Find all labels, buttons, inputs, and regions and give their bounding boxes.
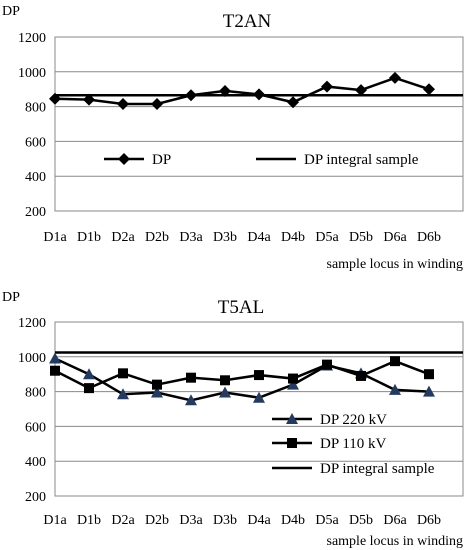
y-axis-label: DP [2,290,20,305]
y-tick-label: 600 [25,135,46,150]
chart-title: T5AL [218,297,264,318]
x-tick-label: D1a [43,513,67,528]
x-tick-label: D5b [349,230,373,245]
data-point [288,373,298,384]
data-point [287,378,299,390]
legend-item: DP integral sample [256,152,419,168]
legend-item: DP [104,152,171,168]
series-line [54,357,430,402]
x-tick-label: D1b [77,230,101,245]
x-tick-label: D2b [145,513,169,528]
x-tick-label: D5b [349,513,373,528]
data-point [152,379,162,390]
y-tick-label: 200 [25,205,46,220]
chart-2: T5AL DP sample locus in winding 200 400 600 80… [2,290,464,549]
data-point [389,71,401,84]
x-tick-label: D4a [247,513,271,528]
x-tick-label: D1b [77,513,101,528]
data-point [117,97,129,110]
data-point [219,84,231,97]
legend-marker [118,153,130,165]
x-tick-label: D3a [179,513,203,528]
x-axis-label: sample locus in winding [327,257,464,272]
y-tick-label: 1000 [18,351,46,366]
x-tick-label: D5a [315,230,339,245]
x-tick-label: D6a [383,230,407,245]
data-point [219,386,231,398]
series-line [54,76,430,106]
data-point [322,359,332,370]
data-point [253,391,265,403]
x-tick-label: D4a [247,230,271,245]
legend-item: DP integral sample [272,461,435,477]
x-tick-label: D3b [213,230,237,245]
y-tick-label: 800 [25,101,46,116]
x-tick-label: D5a [315,513,339,528]
data-point [151,386,163,398]
legend-label: DP 220 kV [320,412,387,428]
y-tick-label: 600 [25,420,46,435]
data-point [220,375,230,386]
data-point [117,388,129,400]
data-point [185,394,197,406]
data-point [118,368,128,379]
data-point [253,88,265,101]
data-point [83,93,95,106]
y-tick-label: 800 [25,386,46,401]
data-point [390,356,400,367]
legend-label: DP integral sample [320,461,435,477]
x-tick-label: D2a [111,513,135,528]
y-tick-label: 1200 [18,31,46,46]
data-point [321,80,333,93]
x-tick-label: D6b [417,230,441,245]
x-tick-label: D2b [145,230,169,245]
legend-item: DP 110 kV [272,436,387,452]
legend-label: DP integral sample [304,152,419,168]
plot-frame [54,321,464,497]
x-tick-label: D4b [281,230,305,245]
x-tick-label: D6a [383,513,407,528]
x-tick-label: D3a [179,230,203,245]
legend-label: DP [152,152,171,168]
legend-marker [286,413,298,424]
data-point [424,369,434,380]
series-line [54,359,430,390]
data-point [84,383,94,394]
x-tick-label: D2a [111,230,135,245]
x-tick-label: D4b [281,513,305,528]
data-point [185,89,197,102]
data-point [151,97,163,110]
data-point [287,96,299,109]
y-tick-label: 400 [25,170,46,185]
legend-marker [287,438,297,448]
data-point [389,383,401,395]
data-point [423,385,435,397]
data-point [49,352,61,364]
data-point [83,368,95,380]
plot-frame [54,36,464,212]
legend-item: DP 220 kV [272,412,387,428]
y-tick-label: 1000 [18,66,46,81]
legend-label: DP 110 kV [320,436,387,452]
x-tick-label: D1a [43,230,67,245]
data-point [356,370,366,381]
data-point [423,83,435,96]
y-tick-label: 200 [25,490,46,505]
data-point [186,372,196,383]
data-point [49,92,61,105]
chart-1: T2AN DP sample locus in winding 200 400 600 80… [2,4,464,272]
data-point [254,370,264,381]
data-point [50,365,60,376]
x-tick-label: D6b [417,513,441,528]
chart-title: T2AN [223,11,272,32]
y-tick-label: 1200 [18,316,46,331]
y-tick-label: 400 [25,455,46,470]
x-tick-label: D3b [213,513,237,528]
data-point [355,84,367,97]
y-axis-label: DP [2,4,20,19]
x-axis-label: sample locus in winding [327,534,464,549]
